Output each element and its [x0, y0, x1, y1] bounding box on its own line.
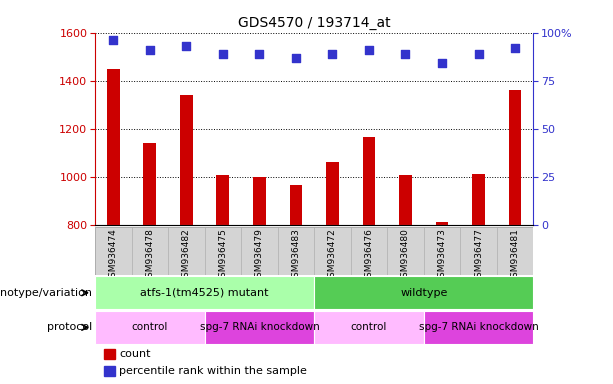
Bar [104, 349, 115, 359]
Bar [362, 137, 375, 225]
Bar [205, 227, 241, 275]
Bar [132, 227, 168, 275]
Text: protocol: protocol [47, 322, 92, 333]
Text: GSM936476: GSM936476 [365, 228, 373, 283]
Text: GSM936478: GSM936478 [145, 228, 154, 283]
Bar [424, 227, 460, 275]
Text: spg-7 RNAi knockdown: spg-7 RNAi knockdown [419, 322, 538, 333]
Bar [326, 162, 339, 225]
Bar [460, 227, 497, 275]
Text: GSM936474: GSM936474 [109, 228, 118, 283]
Bar [180, 95, 192, 225]
Text: atfs-1(tm4525) mutant: atfs-1(tm4525) mutant [140, 288, 269, 298]
Bar [241, 227, 278, 275]
Text: control: control [132, 322, 168, 333]
Point [400, 51, 410, 57]
Point [327, 51, 337, 57]
Text: GSM936479: GSM936479 [255, 228, 264, 283]
Text: percentile rank within the sample: percentile rank within the sample [119, 366, 307, 376]
Bar [314, 227, 351, 275]
Text: GSM936477: GSM936477 [474, 228, 483, 283]
Bar [497, 227, 533, 275]
Bar [314, 276, 533, 309]
Bar [289, 185, 302, 225]
Point [364, 47, 374, 53]
Text: GSM936481: GSM936481 [511, 228, 520, 283]
Point [145, 47, 154, 53]
Text: GSM936475: GSM936475 [218, 228, 227, 283]
Bar [205, 311, 314, 344]
Point [109, 37, 118, 43]
Bar [95, 276, 314, 309]
Bar [95, 311, 205, 344]
Text: GSM936473: GSM936473 [438, 228, 446, 283]
Bar [95, 227, 132, 275]
Point [474, 51, 484, 57]
Text: control: control [351, 322, 387, 333]
Text: genotype/variation: genotype/variation [0, 288, 92, 298]
Text: spg-7 RNAi knockdown: spg-7 RNAi knockdown [199, 322, 319, 333]
Bar [253, 177, 266, 225]
Text: GSM936483: GSM936483 [291, 228, 300, 283]
Point [181, 43, 191, 49]
Point [437, 60, 447, 66]
Text: GSM936480: GSM936480 [401, 228, 410, 283]
Bar [314, 311, 424, 344]
Bar [472, 174, 485, 225]
Bar [168, 227, 205, 275]
Point [218, 51, 228, 57]
Point [291, 55, 301, 61]
Text: wildtype: wildtype [400, 288, 447, 298]
Bar [509, 90, 522, 225]
Bar [216, 175, 229, 225]
Bar [104, 366, 115, 376]
Text: GSM936482: GSM936482 [182, 228, 191, 283]
Point [254, 51, 264, 57]
Bar [278, 227, 314, 275]
Title: GDS4570 / 193714_at: GDS4570 / 193714_at [238, 16, 390, 30]
Text: GSM936472: GSM936472 [328, 228, 337, 283]
Bar [107, 69, 120, 225]
Bar [143, 143, 156, 225]
Bar [351, 227, 387, 275]
Bar [399, 175, 412, 225]
Text: count: count [119, 349, 151, 359]
Bar [436, 222, 448, 225]
Bar [424, 311, 533, 344]
Bar [387, 227, 424, 275]
Point [510, 45, 520, 51]
